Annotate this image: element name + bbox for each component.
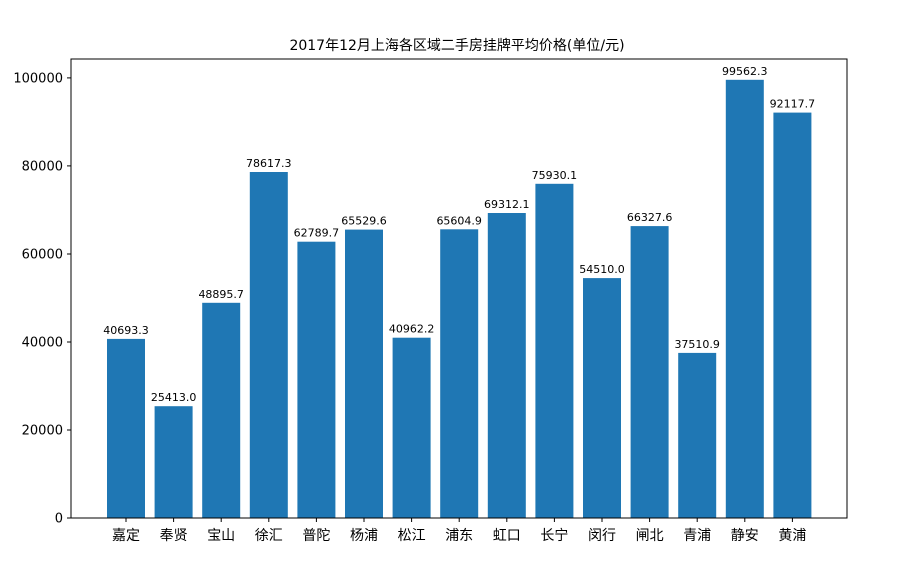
- bar: [440, 229, 479, 519]
- y-tick-label: 60000: [22, 248, 63, 263]
- x-tick-label: 徐汇: [255, 528, 283, 544]
- x-tick-label: 普陀: [302, 528, 330, 544]
- bar-value-label: 37510.9: [674, 338, 720, 351]
- y-tick-label: 20000: [22, 424, 63, 439]
- y-tick-label: 0: [55, 512, 63, 527]
- bar-value-label: 25413.0: [151, 391, 197, 404]
- bar: [535, 183, 574, 519]
- bar: [345, 229, 383, 518]
- x-tick-label: 闵行: [588, 528, 616, 544]
- x-axis: 嘉定 奉贤 宝山 徐汇 普陀 杨浦 松江 浦东 虹口 长宁 闵行 闸北 青浦 静安 黄浦: [112, 518, 806, 544]
- x-tick-label: 长宁: [540, 527, 568, 544]
- x-tick-label: 松江: [398, 528, 426, 544]
- bar: [630, 226, 669, 518]
- bar-value-label: 62789.7: [294, 227, 340, 240]
- bar: [678, 352, 717, 518]
- x-tick-label: 浦东: [445, 528, 473, 544]
- y-tick-label: 80000: [22, 159, 63, 174]
- y-tick-label: 40000: [22, 336, 63, 351]
- y-tick-label: 100000: [13, 71, 63, 86]
- bar-value-label: 99562.3: [722, 65, 768, 78]
- x-tick-label: 青浦: [683, 528, 711, 544]
- bar: [107, 338, 145, 518]
- x-tick-label: 静安: [731, 528, 759, 544]
- bar: [392, 337, 431, 518]
- bar-value-label: 92117.7: [770, 98, 816, 111]
- bars-group: [107, 79, 812, 519]
- x-tick-label: 闸北: [636, 528, 664, 544]
- bar: [154, 406, 193, 518]
- bar-value-label: 69312.1: [484, 198, 530, 211]
- bar: [249, 172, 288, 518]
- bar: [487, 213, 526, 518]
- bar-value-label: 40962.2: [389, 323, 435, 336]
- bar: [583, 278, 621, 518]
- bar: [202, 302, 241, 518]
- value-labels-group: 40693.3 25413.0 48895.7 78617.3 62789.765529…: [103, 65, 815, 404]
- bar: [725, 79, 764, 519]
- bar-value-label: 40693.3: [103, 324, 149, 337]
- y-axis: 0 20000 40000 60000 80000 100000: [13, 71, 71, 527]
- bar-value-label: 48895.7: [198, 288, 244, 301]
- bar: [773, 112, 812, 518]
- chart-title: 2017年12月上海各区域二手房挂牌平均价格(单位/元): [289, 37, 624, 54]
- bar: [297, 241, 336, 518]
- x-tick-label: 杨浦: [350, 528, 378, 544]
- bar-value-label: 75930.1: [532, 169, 578, 182]
- x-tick-label: 虹口: [493, 528, 521, 544]
- bar-value-label: 54510.0: [579, 263, 625, 276]
- bar-value-label: 65529.6: [341, 215, 387, 228]
- bar-value-label: 65604.9: [436, 214, 482, 227]
- x-tick-label: 奉贤: [160, 528, 188, 544]
- plot-frame: [70, 58, 848, 519]
- x-tick-label: 黄浦: [778, 527, 806, 544]
- x-tick-label: 宝山: [207, 528, 235, 544]
- bar-value-label: 78617.3: [246, 157, 292, 170]
- x-tick-label: 嘉定: [112, 528, 140, 544]
- bar-value-label: 66327.6: [627, 211, 673, 224]
